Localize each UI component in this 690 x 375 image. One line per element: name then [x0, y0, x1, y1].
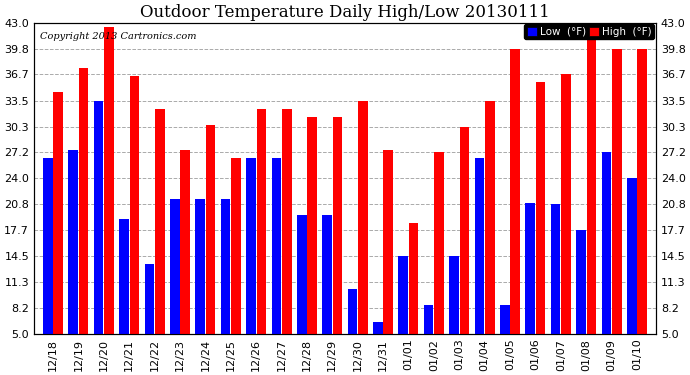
Bar: [384, 150, 393, 334]
Bar: [307, 117, 317, 334]
Bar: [602, 152, 611, 334]
Bar: [358, 100, 368, 334]
Bar: [398, 256, 408, 334]
Bar: [170, 199, 179, 334]
Bar: [485, 100, 495, 334]
Legend: Low  (°F), High  (°F): Low (°F), High (°F): [524, 24, 654, 39]
Bar: [271, 158, 281, 334]
Bar: [561, 74, 571, 334]
Bar: [322, 215, 332, 334]
Bar: [525, 203, 535, 334]
Bar: [500, 305, 510, 334]
Bar: [551, 204, 560, 334]
Bar: [434, 152, 444, 334]
Title: Outdoor Temperature Daily High/Low 20130111: Outdoor Temperature Daily High/Low 20130…: [140, 4, 550, 21]
Bar: [373, 322, 383, 334]
Bar: [79, 68, 88, 334]
Bar: [257, 109, 266, 334]
Bar: [68, 150, 78, 334]
Bar: [231, 158, 241, 334]
Bar: [53, 92, 63, 334]
Bar: [511, 49, 520, 334]
Bar: [206, 125, 215, 334]
Bar: [119, 219, 129, 334]
Bar: [424, 305, 433, 334]
Bar: [130, 76, 139, 334]
Bar: [155, 109, 165, 334]
Bar: [475, 158, 484, 334]
Bar: [638, 49, 647, 334]
Bar: [348, 289, 357, 334]
Bar: [145, 264, 155, 334]
Bar: [282, 109, 292, 334]
Bar: [460, 127, 469, 334]
Bar: [449, 256, 459, 334]
Text: Copyright 2013 Cartronics.com: Copyright 2013 Cartronics.com: [40, 32, 197, 41]
Bar: [576, 230, 586, 334]
Bar: [409, 224, 419, 334]
Bar: [195, 199, 205, 334]
Bar: [43, 158, 52, 334]
Bar: [627, 178, 637, 334]
Bar: [246, 158, 256, 334]
Bar: [612, 49, 622, 334]
Bar: [94, 100, 104, 334]
Bar: [535, 82, 545, 334]
Bar: [180, 150, 190, 334]
Bar: [221, 199, 230, 334]
Bar: [586, 27, 596, 334]
Bar: [333, 117, 342, 334]
Bar: [297, 215, 306, 334]
Bar: [104, 27, 114, 334]
